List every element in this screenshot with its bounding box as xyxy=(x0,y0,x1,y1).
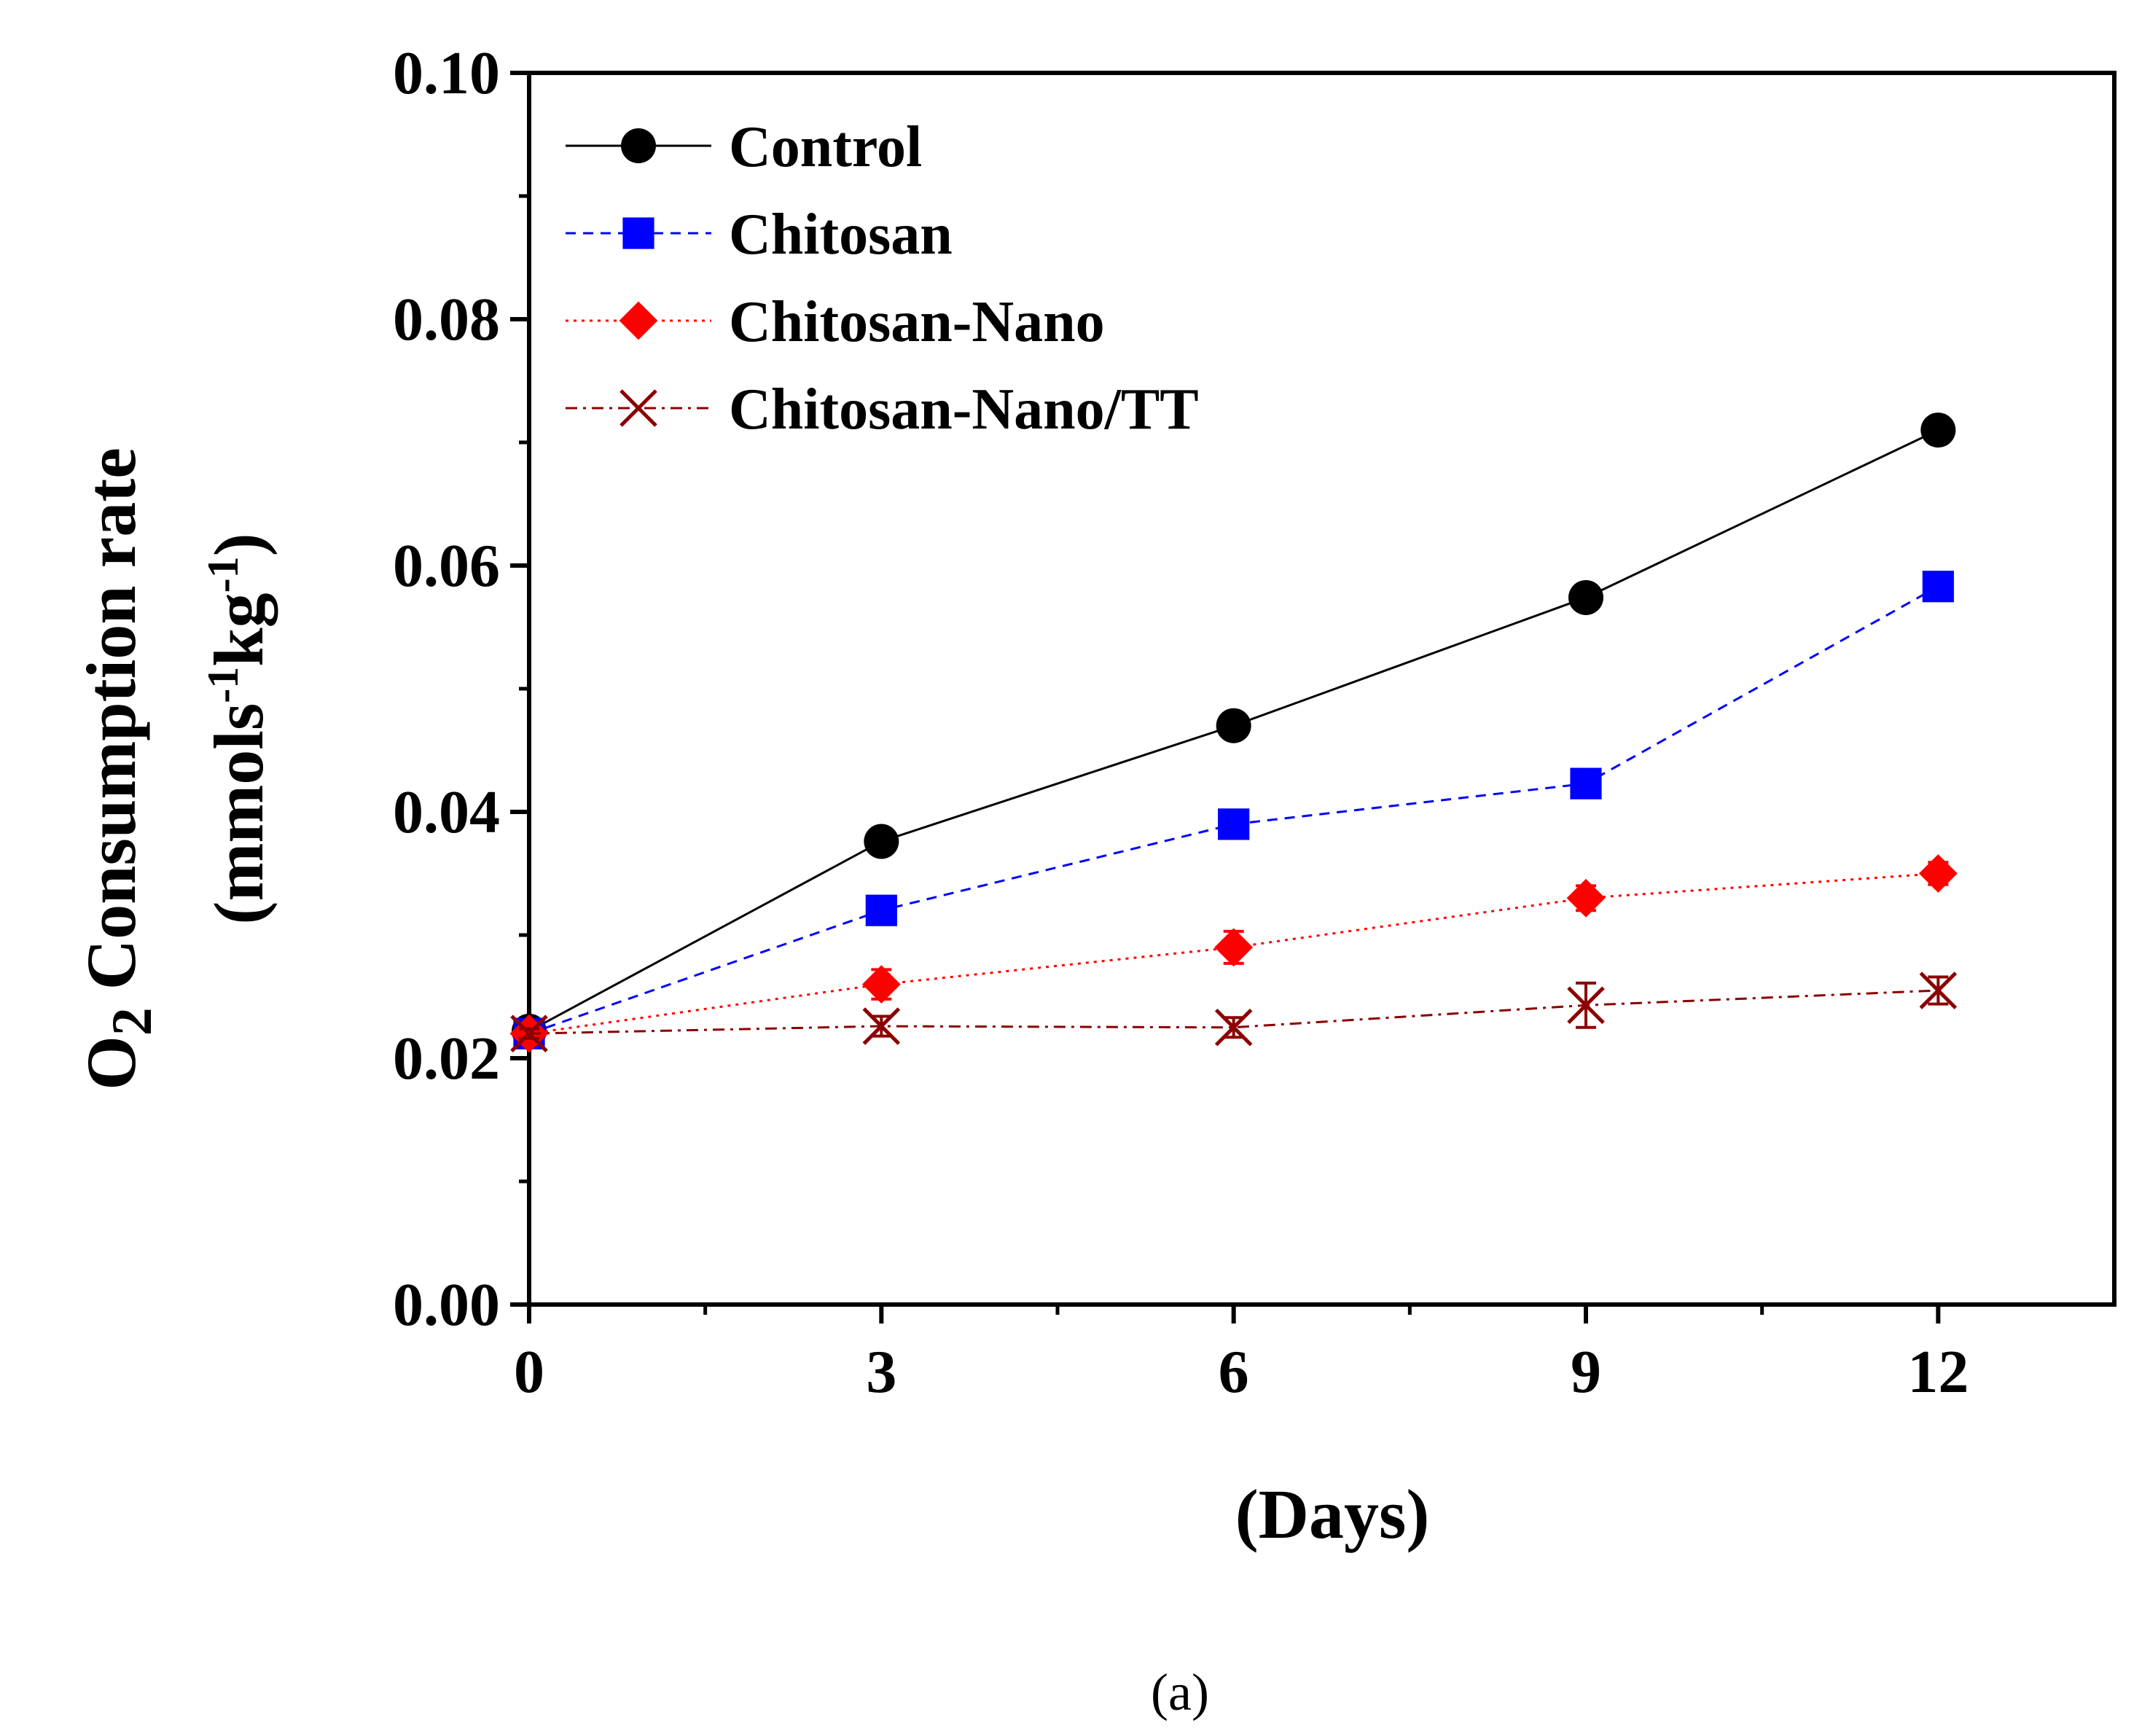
y-tick-label: 0.10 xyxy=(393,39,500,107)
data-point xyxy=(1214,928,1254,967)
legend-label: Chitosan xyxy=(729,203,953,267)
legend-label: Chitosan-Nano xyxy=(729,290,1105,354)
y-tick-label: 0.04 xyxy=(393,778,500,846)
series-layer xyxy=(509,413,1958,1053)
data-point xyxy=(1918,854,1958,893)
legend-label: Chitosan-Nano/TT xyxy=(729,378,1199,442)
data-point xyxy=(862,1007,901,1045)
legend-marker xyxy=(619,301,658,340)
x-axis: 0 3 6 9 12 xyxy=(514,1305,1969,1406)
y-tick-label: 0.02 xyxy=(393,1025,500,1092)
legend-label: Control xyxy=(729,115,922,179)
data-point xyxy=(1218,808,1250,840)
data-point xyxy=(1570,767,1602,799)
data-point xyxy=(1922,571,1954,603)
y-tick-label: 0.00 xyxy=(393,1271,500,1339)
data-point xyxy=(1216,708,1251,743)
x-axis-title: (Days) xyxy=(1235,1475,1430,1553)
x-tick-label: 12 xyxy=(1907,1338,1969,1406)
data-point xyxy=(1214,1008,1253,1047)
data-point xyxy=(1568,579,1603,615)
y-tick-label: 0.08 xyxy=(393,286,500,353)
data-point xyxy=(864,824,899,859)
data-point xyxy=(1919,971,1958,1009)
y-axis-title-unit: (mmols-1kg-1) xyxy=(199,533,278,924)
data-point xyxy=(510,1014,548,1052)
legend-marker xyxy=(622,217,654,249)
y-tick-label: 0.06 xyxy=(393,532,500,600)
y-axis-title-main: O2 Consumption rate xyxy=(72,447,163,1090)
data-point xyxy=(1567,986,1605,1025)
data-point xyxy=(861,965,901,1004)
legend: Control Chitosan Chitosan-Nano Chitosan-Nan… xyxy=(566,115,1199,442)
x-tick-label: 6 xyxy=(1219,1338,1249,1406)
x-tick-label: 3 xyxy=(866,1338,896,1406)
legend-marker xyxy=(619,389,657,427)
x-tick-label: 9 xyxy=(1571,1338,1601,1406)
y-axis: 0.00 0.02 0.04 0.06 0.08 0.10 xyxy=(393,39,529,1339)
panel-label: (a) xyxy=(1151,1663,1209,1721)
data-point xyxy=(1920,413,1956,448)
series-chitosan-nano-tt xyxy=(510,971,1958,1052)
series-chitosan xyxy=(513,571,1954,1049)
data-point xyxy=(1566,878,1606,918)
x-tick-label: 0 xyxy=(514,1338,544,1406)
data-point xyxy=(865,894,897,926)
legend-marker xyxy=(621,128,656,163)
